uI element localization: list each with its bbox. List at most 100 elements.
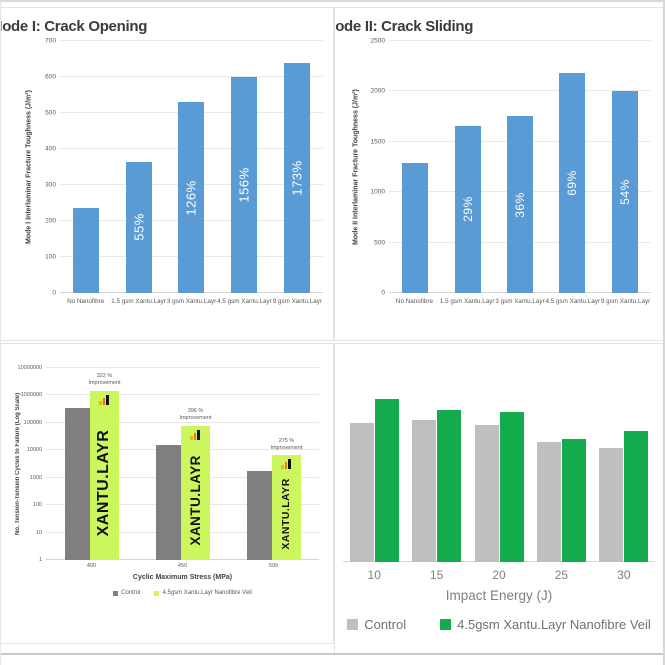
category-cell-4.5 gsm Xantu.Layr: 69% bbox=[546, 41, 598, 293]
veil-bar bbox=[437, 410, 462, 562]
category-cell-9 gsm Xantu.Layr: 54% bbox=[599, 41, 651, 293]
x-tick-label-3 gsm Xantu.Layr: 3 gsm Xantu.Layr bbox=[495, 298, 545, 305]
logo-bar bbox=[99, 400, 102, 405]
legend-entry: 4.5gsm Xantu.Layr Nanofibre Veil bbox=[440, 617, 651, 632]
veil-bar bbox=[374, 398, 399, 562]
x-tick-label-1.5 gsm Xantu.Layr: 1.5 gsm Xantu.Layr bbox=[439, 298, 495, 305]
legend-label: Control bbox=[364, 617, 407, 632]
bar-percent-label: 54% bbox=[617, 179, 632, 205]
category-cell-1.5 gsm Xantu.Layr: 55% bbox=[113, 41, 166, 293]
y-tick-label: 2500 bbox=[370, 37, 385, 45]
bars-layer: XANTU.LAYR 322 % Improvement XANTU.LAYR 396 … bbox=[46, 368, 319, 560]
legend-impact: Control 4.5gsm Xantu.Layr Nanofibre Veil bbox=[343, 617, 655, 632]
chart-area-fatigue: No. Tension-Tension Cycles to Failure (L… bbox=[12, 365, 327, 596]
improvement-pct: 322 % bbox=[96, 373, 113, 380]
x-tick-label-4.5 gsm Xantu.Layr: 4.5 gsm Xantu.Layr bbox=[545, 298, 601, 305]
x-tick-label-25: 25 bbox=[554, 568, 569, 582]
bar-percent-label: 29% bbox=[460, 196, 475, 223]
panel-mode-ii-chart: Mode II: Crack Sliding Mode II Interlami… bbox=[334, 7, 663, 341]
plot-area-fatigue: 10000000 1000000 100000 10000 1000 100 10 1 XANT… bbox=[18, 365, 319, 563]
x-tick-label-450: 450 bbox=[177, 563, 188, 569]
panel-mode-i-chart: Mode I: Crack Opening Mode I Interlamina… bbox=[0, 7, 334, 341]
category-cell-25 bbox=[530, 372, 592, 562]
bar-1.5 gsm Xantu.Layr: 29% bbox=[454, 125, 481, 293]
category-cell-9 gsm Xantu.Layr: 173% bbox=[270, 41, 323, 293]
control-bar bbox=[349, 423, 374, 562]
bar-9 gsm Xantu.Layr: 54% bbox=[611, 91, 638, 293]
legend-entry: 4.5gsm Xantu.Layr Nanofibre Veil bbox=[154, 590, 252, 596]
xantulayr-bar: XANTU.LAYR bbox=[271, 455, 301, 560]
bottom-divider-line bbox=[1, 653, 663, 655]
control-bar bbox=[599, 448, 624, 562]
improvement-word: Improvement bbox=[88, 380, 121, 387]
x-tick-label-500: 500 bbox=[268, 563, 279, 569]
x-tick-label-1.5 gsm Xantu.Layr: 1.5 gsm Xantu.Layr bbox=[111, 298, 166, 305]
y-axis-title-mode-ii: Mode II Interlaminar Fracture Toughness … bbox=[352, 89, 360, 245]
bars-layer: 55% 126% 156% 173% bbox=[60, 41, 323, 293]
xantulayr-brand-text: XANTU.LAYR bbox=[187, 454, 203, 545]
x-axis-title-impact: Impact Energy (J) bbox=[445, 588, 553, 603]
legend-swatch bbox=[113, 590, 119, 596]
y-tick-label: 500 bbox=[45, 109, 56, 117]
category-cell-3 gsm Xantu.Layr: 126% bbox=[165, 41, 218, 293]
control-bar bbox=[412, 419, 437, 562]
bar-4.5 gsm Xantu.Layr: 69% bbox=[559, 73, 586, 293]
bar-percent-label: 173% bbox=[289, 160, 305, 196]
x-axis-labels-mode-ii: No Nanofibre 1.5 gsm Xantu.Layr 3 gsm Xant… bbox=[389, 293, 651, 305]
control-bar bbox=[246, 470, 272, 560]
logo-bar bbox=[197, 429, 200, 440]
bar-percent-label: 36% bbox=[513, 191, 528, 218]
improvement-word: Improvement bbox=[270, 445, 303, 452]
logo-bar bbox=[281, 465, 284, 470]
y-tick-label: 600 bbox=[45, 73, 56, 81]
panel-fatigue-chart: No. Tension-Tension Cycles to Failure (L… bbox=[1, 343, 334, 644]
legend-label: 4.5gsm Xantu.Layr Nanofibre Veil bbox=[162, 590, 252, 596]
category-cell-4.5 gsm Xantu.Layr: 156% bbox=[218, 41, 271, 293]
improvement-label: 322 % Improvement bbox=[73, 373, 137, 387]
improvement-label: 275 % Improvement bbox=[255, 438, 319, 452]
category-cell-No Nanofibre bbox=[60, 41, 113, 293]
y-tick-label: 500 bbox=[374, 239, 385, 247]
gridline-2000 bbox=[389, 90, 651, 92]
legend-entry: Control bbox=[113, 590, 140, 596]
x-tick-label-No Nanofibre: No Nanofibre bbox=[67, 298, 105, 305]
y-tick-label: 10 bbox=[35, 529, 42, 536]
y-tick-label: 10000 bbox=[26, 447, 42, 454]
chart-title-mode-i: Mode I: Crack Opening bbox=[0, 18, 148, 35]
x-tick-label-400: 400 bbox=[86, 563, 97, 569]
bar-3 gsm Xantu.Layr: 36% bbox=[507, 116, 534, 293]
bar-9 gsm Xantu.Layr: 173% bbox=[283, 62, 310, 293]
bar-1.5 gsm Xantu.Layr: 55% bbox=[125, 161, 152, 293]
plot-column-impact: 10 15 20 25 30 Impact Energy (J) Control 4.5g… bbox=[343, 372, 655, 632]
legend-label: 4.5gsm Xantu.Layr Nanofibre Veil bbox=[457, 617, 651, 632]
xantulayr-logo-icon bbox=[190, 429, 200, 440]
control-bar bbox=[64, 407, 90, 560]
x-axis-labels-fatigue: 400 450 500 bbox=[46, 560, 319, 569]
plot-area-mode-i: 700 600 500 400 300 200 100 0 55% 126% 156% 173% bbox=[45, 38, 323, 297]
bar-No Nanofibre bbox=[73, 208, 100, 293]
plot-area-impact bbox=[343, 372, 655, 562]
xantulayr-bar: XANTU.LAYR bbox=[180, 425, 210, 560]
category-cell-30 bbox=[593, 372, 655, 562]
plot-column-fatigue: 10000000 1000000 100000 10000 1000 100 10 1 XANT… bbox=[18, 365, 319, 596]
category-cell-400: XANTU.LAYR 322 % Improvement bbox=[46, 368, 137, 560]
plot-area-mode-ii: 2500 2000 1500 1000 500 0 29% 36% 69% 54% bbox=[371, 38, 651, 297]
chart-area-impact: 10 15 20 25 30 Impact Energy (J) Control 4.5g… bbox=[343, 372, 655, 632]
logo-bar bbox=[288, 459, 291, 470]
x-tick-label-30: 30 bbox=[617, 568, 631, 582]
x-tick-label-4.5 gsm Xantu.Layr: 4.5 gsm Xantu.Layr bbox=[217, 298, 272, 305]
y-tick-label: 100 bbox=[32, 502, 42, 509]
y-tick-label: 300 bbox=[45, 181, 56, 189]
category-cell-20 bbox=[468, 372, 530, 562]
logo-bar bbox=[106, 394, 109, 405]
y-tick-label: 2000 bbox=[370, 87, 385, 95]
x-tick-label-3 gsm Xantu.Layr: 3 gsm Xantu.Layr bbox=[166, 298, 217, 305]
x-axis-baseline bbox=[343, 561, 655, 562]
improvement-pct: 396 % bbox=[187, 408, 204, 415]
control-bar bbox=[536, 442, 561, 562]
category-cell-1.5 gsm Xantu.Layr: 29% bbox=[441, 41, 493, 293]
gridline-100000 bbox=[46, 421, 319, 423]
category-cell-15 bbox=[405, 372, 467, 562]
x-axis-title-fatigue: Cyclic Maximum Stress (MPa) bbox=[132, 574, 233, 581]
